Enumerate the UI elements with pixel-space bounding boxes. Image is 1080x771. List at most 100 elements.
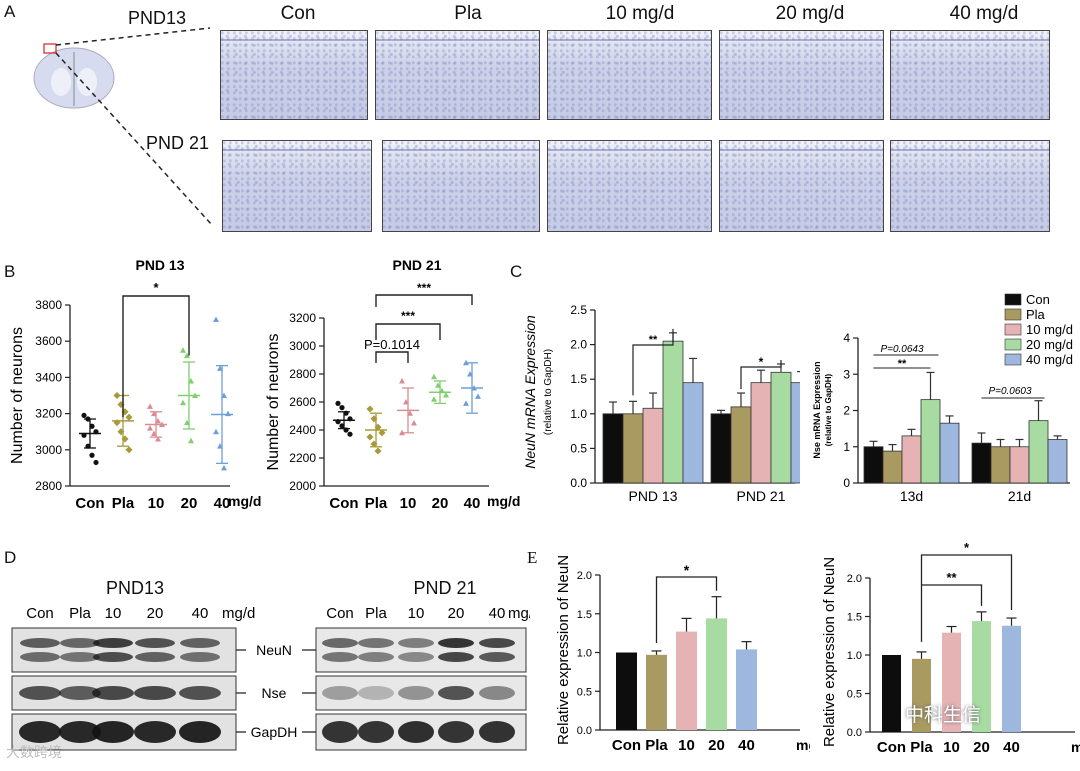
blot-band [479,638,515,648]
col-label-con: Con [280,3,316,24]
blot-membrane-left [11,627,237,673]
bar-Pla [882,450,903,484]
blot-band [358,638,394,648]
p-value-label: P=0.0603 [988,386,1032,397]
lane-label: 10 [105,605,122,622]
lane-label: 40 [489,605,506,622]
bar-ytick-label: 1.0 [577,648,592,660]
data-point [81,412,87,419]
data-point [89,423,95,429]
significance-bracket [122,295,190,418]
scatter-ytick-label: 2800 [35,479,62,493]
blot-band [398,686,434,700]
col-label-40mg: 40 mg/d [949,3,1019,24]
data-point [475,393,481,399]
x-tick-label: Con [612,737,641,754]
bar-20-mg/d [770,371,792,484]
x-tick-label: 20 [708,737,725,754]
x-tick-label: 40 [214,495,231,512]
lane-unit: mg/d [508,605,530,622]
bar-ytick-label: 2.0 [570,338,587,352]
panel-letter-b: B [4,262,16,281]
watermark-left: 大数跨境 [6,744,62,760]
scatter-ytick-label: 3200 [35,407,62,421]
blot-band [60,638,100,648]
blot-band [322,686,358,700]
blot-band [179,686,221,700]
y-axis-label: Nse mRNA Expression [812,361,822,458]
blot-band [20,652,60,662]
group-label: 13d [900,488,923,504]
y-axis-label: Number of neurons [265,334,282,471]
significance-star: * [153,280,159,295]
bar-ytick-label: 1.0 [847,650,862,662]
data-point [366,405,374,413]
blot-band [59,686,101,700]
scatter-ytick-label: 2600 [289,395,316,409]
bar-ytick-label: 2 [843,404,850,418]
bar-ytick-label: 1.5 [577,609,592,621]
x-tick-label: 20 [973,739,990,756]
panel-letter-e: E [527,548,538,567]
bar-Pla [990,446,1011,484]
bar-ytick-label: 1.0 [570,407,587,421]
scatter-ytick-label: 2400 [289,423,316,437]
x-tick-label: 40 [738,737,755,754]
legend-swatch [1004,353,1022,366]
legend-swatch [1004,323,1022,336]
bar-ytick-label: 4 [843,331,850,345]
significance-bracket [375,351,409,363]
blot-band [93,652,133,662]
bar-ytick-label: 2.5 [570,303,587,317]
data-point [399,378,405,384]
blot-membrane-right [315,627,527,673]
legend-label: 20 mg/d [1026,337,1073,352]
blot-band [20,638,60,648]
data-point [213,428,219,435]
blot-band [479,652,515,662]
blot-band [135,652,175,662]
y-axis-label: Relative expression of NeuN [555,555,572,745]
significance-bracket [375,323,441,340]
data-point [443,392,449,398]
x-tick-label: 40 [1003,739,1020,756]
bar-10-mg/d [642,407,664,484]
significance-star: ** [946,570,957,585]
data-point [213,316,219,322]
significance-star: ** [898,358,907,370]
lane-label: Pla [69,605,91,622]
blot-band [322,638,358,648]
x-tick-label: Pla [365,495,388,512]
bar-ytick-label: 0.0 [847,727,862,739]
legend-label: Con [1026,292,1050,307]
micrograph-pnd21-20 [719,140,884,232]
col-label-pla: Pla [454,3,482,24]
data-point [147,403,153,409]
data-point [225,410,231,417]
group-label: 21d [1008,488,1031,504]
blot-band [134,686,176,700]
lane-label: 10 [408,605,425,622]
bar-40 [1002,625,1021,732]
band-label-bg [246,640,302,660]
significance-star: * [964,540,970,555]
bar-10-mg/d [1009,446,1030,484]
blot-title-pnd13: PND13 [105,578,165,598]
scatter-ytick-label: 3200 [289,311,316,325]
data-point [125,413,133,421]
x-tick-label: Pla [910,739,933,756]
blot-band [398,652,434,662]
legend-label: Pla [1026,307,1046,322]
x-tick-label: 40 [464,495,481,512]
significance-star: * [684,562,690,578]
blot-band [180,652,220,662]
bar-ytick-label: 2.0 [847,573,862,585]
col-label-20mg: 20 mg/d [775,3,845,24]
bar-10-mg/d [750,382,772,484]
bar-ytick-label: 1 [843,440,850,454]
data-point [93,459,99,466]
blot-band [479,721,515,743]
data-point [366,433,374,441]
lane-label: 20 [448,605,465,622]
bar-10-mg/d [901,435,922,484]
